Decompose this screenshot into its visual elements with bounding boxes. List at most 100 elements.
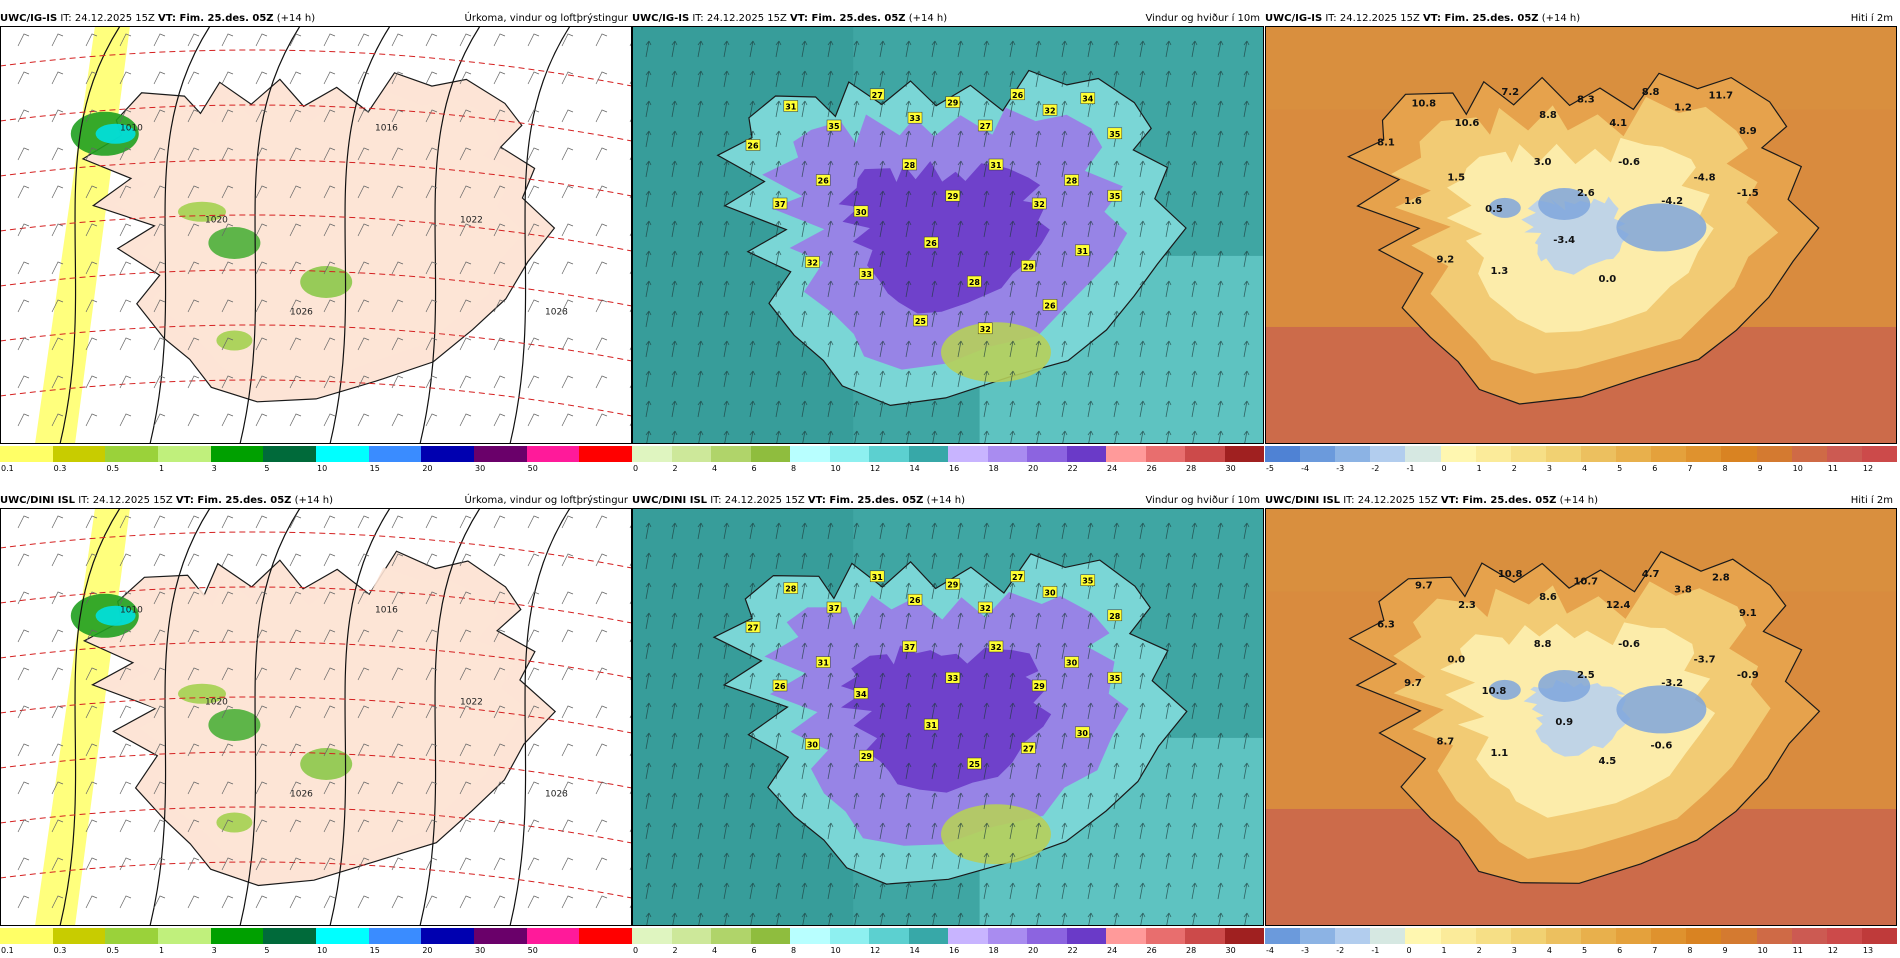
wind-arrow — [1009, 70, 1016, 88]
colorbar-swatch — [1265, 928, 1301, 944]
wind-barb — [289, 667, 302, 681]
colorbar-tick-label: 30 — [475, 946, 486, 955]
wind-barb — [255, 895, 268, 909]
wind-barb — [187, 591, 200, 605]
wind-arrow — [775, 340, 782, 358]
wind-barb — [153, 109, 166, 123]
temperature-value: 9.1 — [1739, 608, 1757, 619]
wind-arrow — [645, 220, 652, 238]
wind-arrow — [957, 430, 964, 444]
colorbar — [1265, 928, 1897, 944]
wind-arrow — [983, 220, 990, 238]
wind-arrow — [671, 430, 678, 444]
wind-arrow — [645, 340, 652, 358]
wind-arrow — [853, 582, 860, 600]
colorbar-tick-label: 12 — [1827, 946, 1838, 955]
wind-arrow — [1087, 130, 1094, 148]
svg-text:35: 35 — [1109, 674, 1121, 683]
wind-barb — [17, 33, 30, 47]
wind-arrow — [723, 822, 730, 840]
wind-barb — [527, 337, 540, 351]
gust-label: 33 — [945, 671, 961, 684]
wind-arrow — [723, 582, 730, 600]
svg-text:27: 27 — [747, 624, 758, 633]
wind-arrow — [957, 702, 964, 720]
wind-arrow — [1139, 340, 1146, 358]
wind-arrow — [1243, 582, 1250, 600]
wind-arrow — [1217, 582, 1224, 600]
wind-arrow — [853, 160, 860, 178]
wind-arrow — [671, 310, 678, 328]
colorbar-tick-label: 0.1 — [1, 946, 14, 955]
colorbar-swatch — [1300, 446, 1336, 462]
wind-arrow — [1061, 552, 1068, 570]
wind-arrow — [853, 70, 860, 88]
wind-barb — [391, 109, 404, 123]
wind-barb — [323, 375, 336, 389]
wind-arrow — [749, 882, 756, 900]
colorbar-tick-label: 2 — [672, 946, 678, 955]
wind-arrow — [853, 852, 860, 870]
wind-arrow — [957, 912, 964, 926]
colorbar-swatch — [987, 446, 1027, 462]
product-title: Vindur og hviður í 10m — [1145, 13, 1260, 24]
wind-barb — [85, 591, 98, 605]
wind-arrow — [775, 852, 782, 870]
valid-time: VT: Fim. 25.des. 05Z — [158, 13, 274, 24]
glacier-cold-area — [1488, 679, 1521, 700]
wind-arrow — [645, 852, 652, 870]
colorbar-swatch — [474, 928, 527, 944]
wind-barb — [425, 895, 438, 909]
wind-barb — [527, 33, 540, 47]
wind-barb — [255, 109, 268, 123]
wind-arrow — [645, 732, 652, 750]
wind-barb — [221, 299, 234, 313]
lead-time: (+14 h) — [1538, 13, 1581, 24]
wind-barb — [187, 71, 200, 85]
wind-arrow — [1009, 882, 1016, 900]
wind-barb — [323, 413, 336, 427]
colorbar-swatch — [790, 928, 830, 944]
wind-arrow — [775, 130, 782, 148]
wind-arrow — [723, 40, 730, 58]
wind-arrow — [905, 702, 912, 720]
wind-arrow — [1217, 552, 1224, 570]
wind-arrow — [1191, 280, 1198, 298]
gust-label: 29 — [1031, 679, 1047, 692]
wind-arrow — [1061, 852, 1068, 870]
wind-barb — [357, 185, 370, 199]
wind-arrow — [749, 370, 756, 388]
wind-arrow — [645, 522, 652, 540]
wind-barb — [289, 781, 302, 795]
wind-arrow — [879, 612, 886, 630]
wind-arrow — [749, 250, 756, 268]
wind-barb — [425, 705, 438, 719]
colorbar-swatch — [1475, 928, 1511, 944]
wind-arrow — [983, 912, 990, 926]
wind-barb — [17, 895, 30, 909]
colorbar-tick-label: 1 — [1476, 464, 1482, 473]
svg-text:33: 33 — [909, 114, 920, 123]
svg-text:30: 30 — [855, 208, 867, 217]
wind-arrow — [1217, 430, 1224, 444]
temperature-contour — [0, 641, 632, 679]
wind-arrow — [749, 340, 756, 358]
wind-arrow — [775, 582, 782, 600]
wind-barb — [561, 553, 574, 567]
wind-arrow — [931, 400, 938, 418]
wind-arrow — [853, 340, 860, 358]
wind-arrow — [697, 400, 704, 418]
wind-arrow — [931, 732, 938, 750]
wind-arrow — [1165, 400, 1172, 418]
isobar-label: 1016 — [375, 606, 398, 616]
temperature-contour — [0, 696, 632, 734]
gust-label: 27 — [1021, 742, 1036, 754]
wind-barb — [323, 553, 336, 567]
wind-arrow — [1113, 280, 1120, 298]
colorbar-tick-label: 12 — [870, 946, 881, 955]
wind-barb — [255, 299, 268, 313]
colorbar-tick-label: 6 — [1617, 946, 1623, 955]
wind-arrow — [1191, 250, 1198, 268]
wind-arrow — [1035, 100, 1042, 118]
wind-barb — [357, 223, 370, 237]
